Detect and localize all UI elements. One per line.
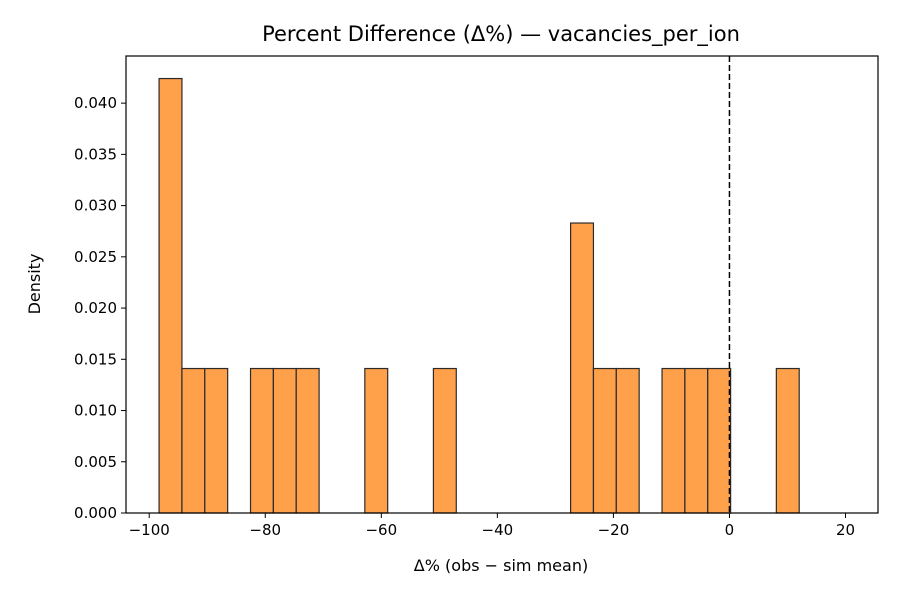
histogram-bar bbox=[158, 77, 183, 514]
y-tick-label: 0.020 bbox=[74, 299, 117, 317]
y-tick-label: 0.000 bbox=[74, 504, 117, 522]
histogram-bar bbox=[775, 367, 800, 514]
y-tick-label: 0.030 bbox=[74, 197, 117, 215]
histogram-bar bbox=[364, 367, 389, 514]
y-tick-label: 0.010 bbox=[74, 402, 117, 420]
histogram-bar bbox=[249, 367, 274, 514]
chart-title: Percent Difference (Δ%) — vacancies_per_… bbox=[262, 22, 740, 47]
x-axis-ticks: −100 −80 −60 −40 −20 0 20 bbox=[129, 513, 855, 539]
x-tick-label: −40 bbox=[482, 521, 514, 539]
histogram-bar bbox=[707, 367, 732, 514]
x-tick-label: −80 bbox=[249, 521, 281, 539]
histogram-bar bbox=[592, 367, 617, 514]
histogram-bar bbox=[181, 367, 206, 514]
y-tick-label: 0.040 bbox=[74, 94, 117, 112]
x-tick-label: 0 bbox=[725, 521, 735, 539]
x-axis-title: Δ% (obs − sim mean) bbox=[414, 556, 588, 575]
y-tick-label: 0.025 bbox=[74, 248, 117, 266]
histogram-bar bbox=[272, 367, 297, 514]
x-tick-label: −100 bbox=[129, 521, 170, 539]
x-tick-label: −20 bbox=[598, 521, 630, 539]
histogram-bar bbox=[615, 367, 640, 514]
x-tick-label: −60 bbox=[365, 521, 397, 539]
histogram-bar bbox=[661, 367, 686, 514]
y-axis-ticks: 0.000 0.005 0.010 0.015 0.020 0.025 0.030 0.035… bbox=[74, 94, 126, 522]
y-tick-label: 0.005 bbox=[74, 453, 117, 471]
y-tick-label: 0.035 bbox=[74, 145, 117, 163]
histogram-bar bbox=[204, 367, 229, 514]
histogram-bar bbox=[295, 367, 320, 514]
histogram-bar bbox=[432, 367, 457, 514]
histogram-bar bbox=[569, 222, 595, 514]
histogram-bar bbox=[684, 367, 709, 514]
y-tick-label: 0.015 bbox=[74, 350, 117, 368]
x-tick-label: 20 bbox=[836, 521, 855, 539]
y-axis-title: Density bbox=[25, 254, 44, 315]
bars-group bbox=[158, 77, 800, 514]
plot-frame bbox=[125, 55, 879, 514]
